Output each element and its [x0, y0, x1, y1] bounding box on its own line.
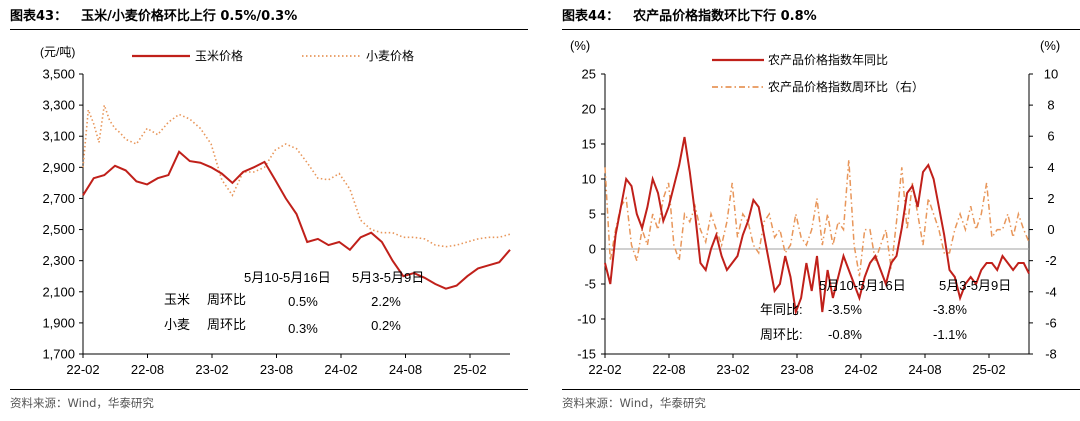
corn-wheat-panel: 图表43： 玉米/小麦价格环比上行 0.5%/0.3% (元/吨) 1,700 1,9… [0, 0, 528, 421]
y-tick-label-left: -5 [584, 277, 596, 292]
x-tick-label: 23-02 [195, 362, 228, 377]
y-tick-label: 3,500 [42, 67, 75, 82]
y-tick-label: 1,900 [42, 315, 75, 330]
y-tick-label-right: 0 [1047, 222, 1054, 237]
legend-label-yoy: 农产品价格指数年同比 [768, 52, 888, 67]
y-tick-label-right: 8 [1047, 98, 1054, 113]
annotation-text: -3.8% [933, 302, 967, 317]
x-tick-label: 22-02 [588, 362, 621, 377]
y-tick-label: 2,100 [42, 284, 75, 299]
x-tick-label: 23-08 [260, 362, 293, 377]
y-tick-label: 2,900 [42, 160, 75, 175]
chart-title: 图表43： 玉米/小麦价格环比上行 0.5%/0.3% [10, 5, 528, 30]
x-tick-label: 23-08 [780, 362, 813, 377]
x-tick-label: 22-08 [652, 362, 685, 377]
legend-label-wheat: 小麦价格 [366, 48, 414, 63]
x-tick-label: 25-02 [972, 362, 1005, 377]
figure-tag: 图表44： [562, 9, 620, 24]
annotation-text: 0.5% [288, 294, 318, 309]
series-line-wheat [82, 104, 511, 248]
y-tick-label: 3,100 [42, 129, 75, 144]
chart-title: 图表44： 农产品价格指数环比下行 0.8% [562, 5, 1080, 30]
annotation-text: 年同比: [760, 302, 803, 317]
legend-label-corn: 玉米价格 [195, 48, 243, 63]
annotation-text: 玉米 [164, 292, 190, 307]
y-tick-label-left: 20 [582, 102, 596, 117]
x-tick-label: 24-02 [324, 362, 357, 377]
y-tick-label-right: 10 [1044, 67, 1058, 82]
y-tick-label-right: 4 [1047, 160, 1054, 175]
y-tick-label: 2,700 [42, 191, 75, 206]
x-tick-label: 22-08 [131, 362, 164, 377]
annotation-text: -0.8% [828, 327, 862, 342]
y-tick-label: 1,700 [42, 347, 75, 362]
annotation-text: -1.1% [933, 327, 967, 342]
figure-title: 农产品价格指数环比下行 0.8% [633, 9, 817, 24]
annotation-text: 5月10-5月16日 [819, 278, 906, 293]
y-tick-label-left: 25 [582, 67, 596, 82]
y-tick-label-right: 6 [1047, 129, 1054, 144]
agri-index-chart: (%) (%) -15 -10 -5 0 5 10 15 20 25 -8 -6 -4 -2 0 2 4 6 8 10 2… [570, 38, 1060, 377]
annotation-text: 小麦 [164, 317, 190, 332]
annotation-text: -3.5% [828, 302, 862, 317]
series-line-yoy [604, 136, 1030, 316]
annotation-text: 5月3-5月9日 [939, 278, 1011, 293]
annotation-text: 5月3-5月9日 [352, 270, 424, 285]
y-tick-label: 2,500 [42, 222, 75, 237]
x-tick-label: 24-02 [844, 362, 877, 377]
y-tick-label: 3,300 [42, 98, 75, 113]
annotation-text: 周环比 [207, 317, 246, 332]
y-tick-label-left: 5 [589, 207, 596, 222]
source-note: 资料来源：Wind，华泰研究 [562, 389, 1080, 411]
y-axis-unit: (元/吨) [40, 45, 75, 59]
x-tick-label: 24-08 [389, 362, 422, 377]
y-tick-label: 2,300 [42, 253, 75, 268]
series-line-wow [604, 159, 1030, 277]
figure-title: 玉米/小麦价格环比上行 0.5%/0.3% [81, 9, 298, 24]
legend-label-wow: 农产品价格指数周环比（右） [768, 79, 924, 94]
corn-wheat-chart: (元/吨) 1,700 1,900 2,100 2,300 2,500 2,700 2,900… [40, 45, 511, 377]
y-tick-label-left: 15 [582, 137, 596, 152]
y-tick-label-right: 2 [1047, 191, 1054, 206]
y-axis-unit-left: (%) [570, 38, 590, 53]
source-note: 资料来源：Wind，华泰研究 [10, 389, 528, 411]
annotation-text: 5月10-5月16日 [244, 270, 331, 285]
annotation-text: 周环比: [760, 327, 803, 342]
figure-tag: 图表43： [10, 9, 68, 24]
x-tick-label: 25-02 [453, 362, 486, 377]
y-tick-label-right: -8 [1045, 347, 1057, 362]
y-tick-label-left: -10 [577, 312, 596, 327]
annotation-text: 0.2% [371, 318, 401, 333]
y-tick-label-right: -6 [1045, 315, 1057, 330]
y-axis-unit-right: (%) [1040, 38, 1060, 53]
y-tick-label-left: 0 [589, 242, 596, 257]
annotation-text: 周环比 [207, 292, 246, 307]
agri-index-panel: 图表44： 农产品价格指数环比下行 0.8% (%) (%) -15 -10 -5 0 5 10… [552, 0, 1080, 421]
y-tick-label-right: -4 [1045, 284, 1057, 299]
annotation-text: 0.3% [288, 321, 318, 336]
x-tick-label: 22-02 [66, 362, 99, 377]
annotation-text: 2.2% [371, 294, 401, 309]
x-tick-label: 24-08 [908, 362, 941, 377]
series-line-corn [82, 150, 511, 290]
y-tick-label-left: -15 [577, 347, 596, 362]
y-tick-label-right: -2 [1045, 253, 1057, 268]
x-tick-label: 23-02 [716, 362, 749, 377]
y-tick-label-left: 10 [582, 172, 596, 187]
